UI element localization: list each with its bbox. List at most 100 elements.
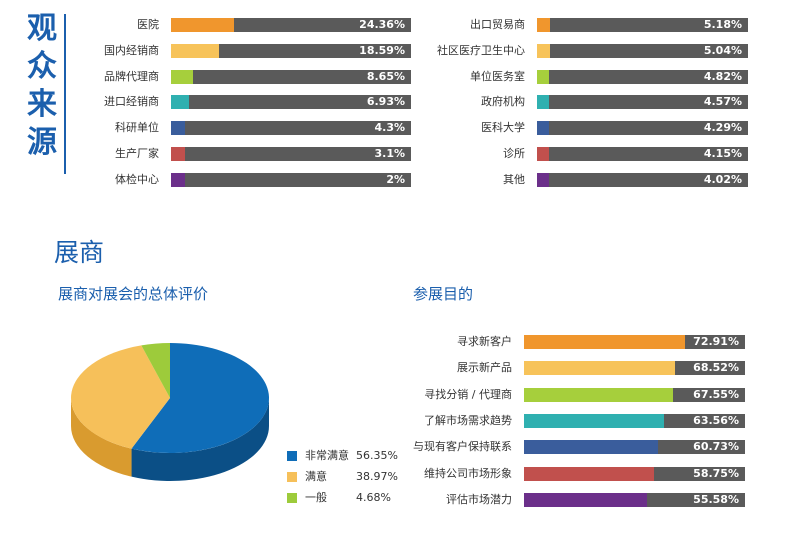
bar-row: 其他 4.02%: [503, 172, 748, 187]
bar-row: 寻找分销 / 代理商 67.55%: [424, 387, 745, 402]
exhibitor-heading: 展商: [54, 238, 105, 267]
legend-item: 非常满意 56.35%: [287, 449, 407, 463]
bar-track: [537, 147, 748, 161]
pie-slice-side: [71, 398, 132, 477]
purpose-title: 参展目的: [413, 285, 474, 303]
bar-category-label: 其他: [503, 172, 525, 186]
bar: [537, 95, 549, 110]
bar-category-label: 体检中心: [115, 172, 159, 186]
bar: [171, 95, 189, 110]
bar-category-label: 维持公司市场形象: [424, 466, 512, 480]
satisfaction-title: 展商对展会的总体评价: [58, 285, 209, 303]
legend-item: 满意 38.97%: [287, 470, 407, 484]
bar-track: [537, 43, 748, 58]
bar: [171, 43, 220, 58]
bar-value-label: 4.02%: [703, 172, 742, 186]
bar-category-label: 了解市场需求趋势: [424, 413, 512, 427]
pie-slice: [131, 342, 270, 454]
bar-category-label: 与现有客户保持联系: [413, 440, 512, 454]
bar: [171, 69, 194, 84]
bar: [524, 413, 665, 428]
bar-value-label: 63.56%: [693, 413, 739, 427]
bar: [524, 335, 686, 349]
bar-value-label: 55.58%: [693, 492, 739, 506]
bar-row: 科研单位 4.3%: [115, 121, 411, 136]
bar-value-label: 4.3%: [374, 121, 405, 135]
legend-item: 一般 4.68%: [287, 491, 407, 505]
bar-value-label: 58.75%: [693, 466, 739, 480]
audience-title-char: 观: [27, 11, 57, 46]
bar-row: 出口贸易商 5.18%: [470, 18, 748, 32]
bar-category-label: 寻求新客户: [457, 335, 512, 348]
bar: [537, 147, 549, 161]
bar-category-label: 进口经销商: [104, 95, 159, 109]
bar-value-label: 68.52%: [693, 361, 739, 375]
bar-category-label: 生产厂家: [115, 147, 159, 160]
bar: [171, 18, 235, 32]
bar-track: [537, 69, 748, 84]
bar-row: 政府机构 4.57%: [481, 95, 748, 110]
bar-category-label: 寻找分销 / 代理商: [424, 387, 512, 401]
bar: [524, 466, 654, 481]
bar: [171, 147, 185, 161]
bar-value-label: 8.65%: [366, 69, 405, 83]
bar-value-label: 24.36%: [359, 18, 405, 31]
bar-row: 评估市场潜力 55.58%: [446, 492, 745, 507]
bar: [524, 492, 647, 507]
bar-track: [537, 95, 748, 110]
bar-row: 寻求新客户 72.91%: [457, 335, 745, 349]
legend-swatch: [287, 451, 297, 461]
bar-category-label: 政府机构: [481, 95, 525, 109]
bar: [524, 387, 674, 402]
pie-slice-side: [131, 398, 269, 481]
bar-category-label: 出口贸易商: [470, 18, 525, 31]
bar: [171, 121, 185, 136]
bar-value-label: 67.55%: [693, 387, 739, 401]
bar-category-label: 展示新产品: [457, 361, 512, 375]
legend-value: 56.35%: [356, 449, 398, 462]
bar-value-label: 2%: [386, 172, 405, 186]
audience-title-char: 来: [27, 87, 57, 122]
bar-track: [171, 95, 411, 110]
bar-row: 诊所 4.15%: [503, 147, 748, 161]
bar-value-label: 4.15%: [703, 147, 742, 160]
bar-category-label: 评估市场潜力: [446, 492, 512, 506]
bar-track: [171, 43, 411, 58]
bar-row: 了解市场需求趋势 63.56%: [424, 413, 745, 428]
pie-slice: [141, 343, 170, 398]
bar-track: [537, 18, 748, 32]
bar-value-label: 18.59%: [359, 43, 405, 57]
audience-title-rule: [64, 14, 66, 174]
bar-row: 生产厂家 3.1%: [115, 147, 411, 161]
bar: [537, 121, 549, 136]
pie-slice: [71, 345, 170, 449]
bar-row: 进口经销商 6.93%: [104, 95, 411, 110]
bar-value-label: 5.18%: [703, 18, 742, 31]
bar: [171, 172, 185, 187]
legend-label: 一般: [305, 491, 327, 504]
bar: [537, 69, 550, 84]
bar: [524, 440, 659, 455]
bar: [537, 43, 551, 58]
bar: [537, 172, 549, 187]
bar-category-label: 科研单位: [115, 121, 159, 135]
audience-title-char: 源: [27, 125, 57, 160]
bar-value-label: 4.82%: [703, 69, 742, 83]
audience-title: 观 众 来 源: [20, 10, 64, 162]
bar-track: [171, 121, 411, 136]
bar-value-label: 5.04%: [703, 43, 742, 57]
bar: [537, 18, 551, 32]
bar-value-label: 72.91%: [693, 335, 739, 348]
bar-row: 国内经销商 18.59%: [104, 43, 411, 58]
bar-row: 单位医务室 4.82%: [470, 69, 748, 84]
bar-track: [171, 69, 411, 84]
bar-category-label: 诊所: [503, 147, 525, 160]
bar-row: 体检中心 2%: [115, 172, 411, 187]
legend-value: 38.97%: [356, 470, 398, 483]
bar-row: 医院 24.36%: [137, 18, 411, 32]
bar-track: [537, 121, 748, 136]
bar: [524, 361, 676, 376]
bar-category-label: 品牌代理商: [104, 69, 159, 83]
bar-row: 品牌代理商 8.65%: [104, 69, 411, 84]
bar-value-label: 60.73%: [693, 440, 739, 454]
